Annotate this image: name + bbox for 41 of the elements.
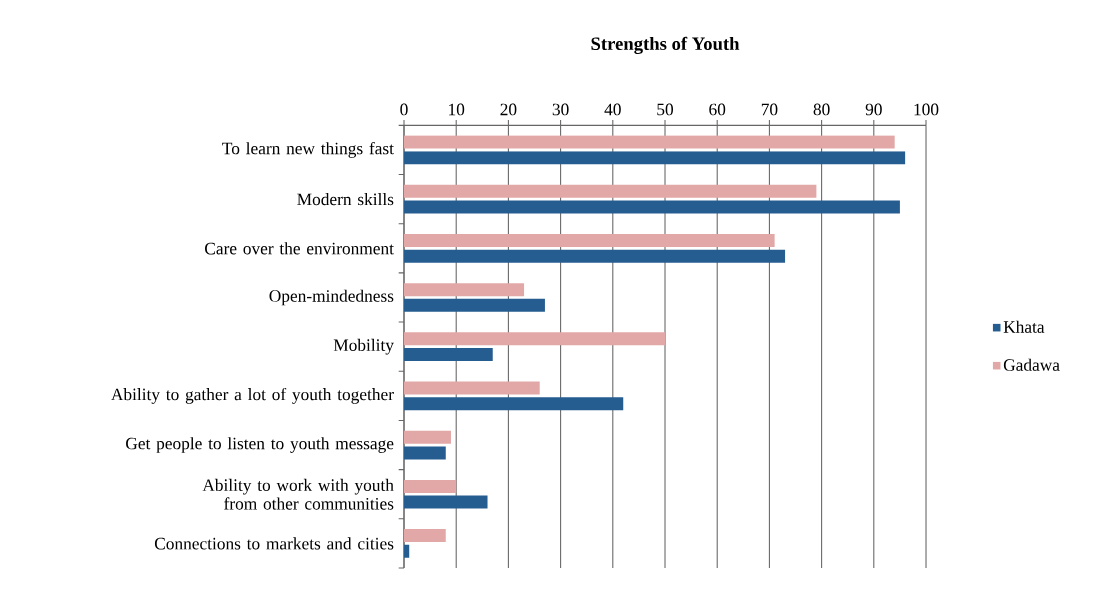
y-tick-label: Connections to markets and cities — [154, 537, 394, 550]
y-tick-label: To learn new things fast — [222, 141, 394, 158]
legend-label: Khata — [1003, 320, 1045, 333]
bar — [404, 381, 540, 395]
bar — [404, 151, 906, 165]
y-tick-label: Open-mindedness — [269, 289, 394, 306]
x-tick-label: 30 — [552, 103, 569, 116]
y-tick-label: Ability to gather a lot of youth together — [111, 387, 394, 404]
x-tick-label: 40 — [604, 103, 621, 116]
x-tick-label: 50 — [657, 103, 674, 116]
x-tick-label: 80 — [813, 103, 830, 116]
x-tick-label: 90 — [865, 103, 882, 116]
x-tick-label: 60 — [709, 103, 726, 116]
x-tick-label: 0 — [400, 103, 408, 116]
x-tick-label: 70 — [761, 103, 778, 116]
bar — [404, 495, 488, 509]
x-tick-label: 10 — [449, 103, 465, 116]
bar — [404, 348, 493, 362]
bar — [404, 200, 900, 214]
legend-label: Gadawa — [1003, 358, 1060, 371]
bar — [404, 397, 624, 411]
bar — [404, 479, 457, 493]
y-tick-label: Mobility — [333, 338, 394, 355]
y-tick-label: Modern skills — [297, 193, 394, 206]
bar — [404, 249, 786, 263]
bar — [404, 184, 817, 198]
bar — [404, 430, 451, 444]
bar — [404, 298, 545, 312]
bar — [404, 446, 446, 460]
x-tick-label: 20 — [500, 103, 517, 116]
x-tick-label: 100 — [914, 103, 939, 116]
y-tick-label: Get people to listen to youth message — [126, 437, 394, 453]
y-tick-label: Ability to work with youth from other communities — [202, 478, 394, 510]
bar — [404, 544, 410, 558]
bar — [404, 233, 775, 247]
bar — [404, 332, 666, 346]
y-tick-label: Care over the environment — [205, 242, 394, 255]
bar — [404, 283, 525, 297]
bar — [404, 529, 446, 543]
bar — [404, 135, 895, 149]
chart-title: Strengths of Youth — [591, 36, 740, 54]
